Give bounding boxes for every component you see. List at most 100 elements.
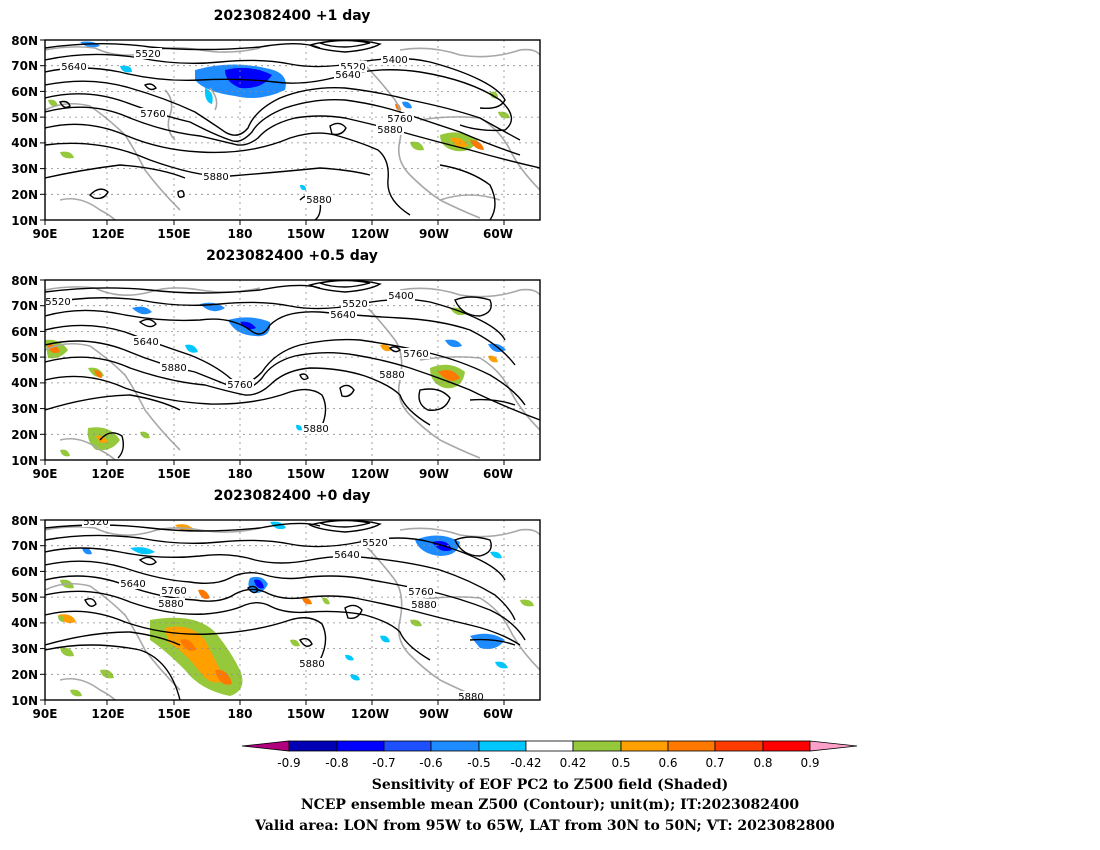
colorbar-tick-labels: -0.9 -0.8 -0.7 -0.6 -0.5 -0.42 0.42 0.5 … <box>277 756 819 770</box>
contour-labels: 5520 5520 5640 5640 5760 5880 5760 5880 … <box>82 517 485 703</box>
sensitivity-shading <box>45 302 506 457</box>
colorbar-segment <box>383 740 432 752</box>
lat-label: 70N <box>11 59 38 73</box>
panel-plus-0-5-day: 2023082400 +0.5 day <box>11 248 541 481</box>
coastlines <box>45 286 540 460</box>
colorbar-segment <box>762 740 811 752</box>
sensitivity-shading <box>48 41 510 191</box>
lat-labels: 80N 70N 60N 50N 40N 30N 20N 10N <box>11 274 38 468</box>
lat-labels: 80N 70N 60N 50N 40N 30N 20N 10N <box>11 34 38 228</box>
panel-plus-0-day: 2023082400 +0 day <box>11 488 541 721</box>
lon-label: 180 <box>227 707 252 721</box>
caption-line-2: NCEP ensemble mean Z500 (Contour); unit(… <box>301 797 800 813</box>
colorbar-tick-label: 0.9 <box>800 756 819 770</box>
lon-labels: 90E 120E 150E 180 150W 120W 90W 60W <box>33 707 513 721</box>
contour-label: 5520 <box>45 297 70 308</box>
lat-label: 70N <box>11 539 38 553</box>
lat-label: 10N <box>11 454 38 468</box>
colorbar-tick-label: -0.42 <box>510 756 541 770</box>
panel-title: 2023082400 +1 day <box>214 8 371 24</box>
contour-label: 5880 <box>161 363 186 374</box>
contour-label: 5880 <box>458 692 483 703</box>
colorbar-right-arrow <box>809 740 858 752</box>
colorbar-tick-label: -0.7 <box>372 756 395 770</box>
lon-label: 150W <box>287 707 325 721</box>
lat-label: 40N <box>11 376 38 390</box>
contour-label: 5760 <box>161 586 186 597</box>
contour-label: 5760 <box>408 587 433 598</box>
panel-title: 2023082400 +0 day <box>214 488 371 504</box>
contour-label: 5520 <box>340 62 365 73</box>
lat-label: 60N <box>11 85 38 99</box>
lat-label: 40N <box>11 136 38 150</box>
contour-label: 5520 <box>342 299 367 310</box>
contour-label: 5640 <box>120 579 145 590</box>
map-frame <box>44 39 541 221</box>
lon-label: 90E <box>33 707 58 721</box>
lon-label: 120E <box>91 227 124 241</box>
contour-label: 5880 <box>411 600 436 611</box>
lat-label: 20N <box>11 668 38 682</box>
lat-label: 20N <box>11 428 38 442</box>
contour-label: 5640 <box>61 62 86 73</box>
lon-label: 90W <box>419 467 449 481</box>
colorbar-tick-label: -0.9 <box>277 756 300 770</box>
lon-label: 60W <box>483 227 513 241</box>
lon-label: 90W <box>419 707 449 721</box>
colorbar-tick-label: -0.5 <box>467 756 490 770</box>
lat-label: 10N <box>11 214 38 228</box>
lon-label: 150E <box>157 467 190 481</box>
lon-label: 120E <box>91 707 124 721</box>
colorbar-left-arrow <box>241 740 290 752</box>
caption-line-1: Sensitivity of EOF PC2 to Z500 field (Sh… <box>372 777 728 793</box>
colorbar-tick-label: 0.8 <box>753 756 772 770</box>
lat-ticks <box>40 39 45 221</box>
lon-label: 150E <box>157 227 190 241</box>
colorbar-tick-label: 0.6 <box>658 756 677 770</box>
colorbar-segment <box>667 740 716 752</box>
colorbar-segment <box>336 740 385 752</box>
contour-label: 5640 <box>334 550 359 561</box>
graticule <box>45 520 540 700</box>
colorbar-segment <box>525 740 574 752</box>
lon-ticks <box>44 220 505 225</box>
lat-label: 30N <box>11 642 38 656</box>
contour-label: 5520 <box>83 517 108 528</box>
lon-label: 150W <box>287 467 325 481</box>
colorbar-tick-label: 0.7 <box>705 756 724 770</box>
lon-label: 150W <box>287 227 325 241</box>
colorbar-segment <box>572 740 622 752</box>
contour-label: 5520 <box>362 538 387 549</box>
contour-labels: 5520 5520 5400 5640 5640 5760 5880 5760 … <box>45 290 430 435</box>
lon-ticks <box>44 460 505 465</box>
lon-label: 150E <box>157 707 190 721</box>
lon-label: 120W <box>351 707 389 721</box>
contour-label: 5640 <box>133 337 158 348</box>
contour-label: 5640 <box>330 310 355 321</box>
contour-labels: 5520 5640 5400 5520 5640 5760 5760 5880 … <box>60 48 414 206</box>
contour-label: 5880 <box>203 172 228 183</box>
lon-label: 120E <box>91 467 124 481</box>
caption: Sensitivity of EOF PC2 to Z500 field (Sh… <box>254 777 835 834</box>
lon-label: 120W <box>351 467 389 481</box>
z500-contours <box>45 40 540 220</box>
lat-label: 60N <box>11 325 38 339</box>
map-frame <box>44 279 541 461</box>
lat-label: 70N <box>11 299 38 313</box>
lat-ticks <box>40 279 45 461</box>
colorbar: -0.9 -0.8 -0.7 -0.6 -0.5 -0.42 0.42 0.5 … <box>241 740 858 770</box>
lat-label: 50N <box>11 351 38 365</box>
contour-label: 5880 <box>299 659 324 670</box>
colorbar-tick-label: 0.5 <box>611 756 630 770</box>
lon-label: 60W <box>483 467 513 481</box>
contour-label: 5760 <box>227 380 252 391</box>
lat-label: 30N <box>11 162 38 176</box>
lat-label: 10N <box>11 694 38 708</box>
contour-label: 5520 <box>135 49 160 60</box>
contour-label: 5880 <box>303 424 328 435</box>
lat-label: 20N <box>11 188 38 202</box>
colorbar-tick-label: -0.6 <box>419 756 442 770</box>
contour-label: 5880 <box>377 125 402 136</box>
lat-label: 60N <box>11 565 38 579</box>
